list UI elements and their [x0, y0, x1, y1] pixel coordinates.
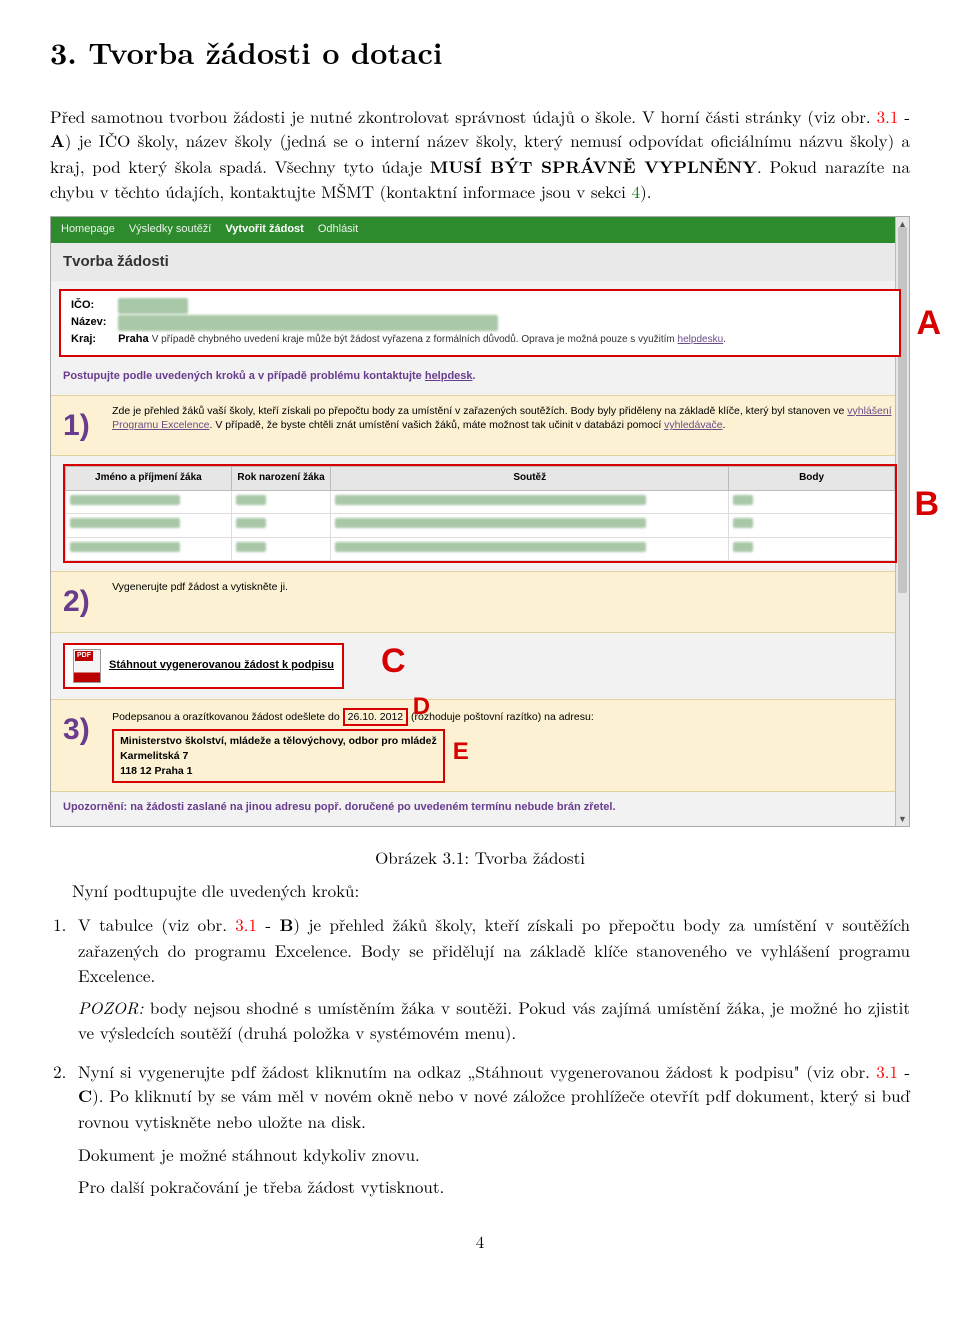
fig-ref: 3.1 [235, 912, 257, 936]
pozor-label: POZOR: [78, 995, 144, 1019]
table-row: xxxxxxxxxx [66, 514, 895, 538]
step-2-block: 2 Vygenerujte pdf žádost a vytiskněte ji… [51, 571, 909, 633]
download-box[interactable]: Stáhnout vygenerovanou žádost k podpisu [63, 643, 344, 689]
page-title: Tvorba žádosti [51, 243, 909, 281]
fig-ref: 3.1 [877, 104, 899, 128]
lead-line: Nyní podtupujte dle uvedených kroků: [50, 878, 910, 903]
step-3-number: 3 [63, 708, 109, 752]
marker-c: C [381, 637, 406, 686]
marker-ref: B [279, 913, 293, 937]
region-row: Kraj: Praha V případě chybného uvedení k… [71, 332, 889, 348]
text: Podepsanou a orazítkovanou žádost odešle… [112, 711, 343, 723]
marker-e: E [453, 735, 469, 769]
text: V tabulce (viz obr. [78, 912, 235, 936]
pozor-paragraph: POZOR: body nejsou shodné s umístěním žá… [78, 995, 910, 1044]
text: (rozhoduje poštovní razítko) na adresu: [411, 711, 594, 723]
scroll-thumb[interactable] [898, 227, 907, 592]
text: ). Po kliknutí by se vám měl v novém okn… [78, 1083, 910, 1133]
region-note: V případě chybného uvedení kraje může bý… [152, 334, 726, 345]
col-contest: Soutěž [331, 467, 729, 491]
helpdesk-link[interactable]: helpdesk [425, 370, 473, 382]
list-item: Nyní si vygenerujte pdf žádost kliknutím… [72, 1059, 910, 1199]
text: Nyní si vygenerujte pdf žádost kliknutím… [78, 1059, 876, 1083]
download-link[interactable]: Stáhnout vygenerovanou žádost k podpisu [109, 658, 334, 674]
must-text: MUSÍ BÝT SPRÁVNĚ VYPLNĚNY [430, 155, 757, 179]
help-line: Postupujte podle uvedených kroků a v pří… [51, 365, 909, 393]
ico-row: IČO: xxxxx [71, 298, 889, 314]
ico-value: xxxxx [118, 298, 188, 314]
page-number: 4 [50, 1229, 910, 1254]
students-table: B Jméno a příjmení žáka Rok narození žák… [63, 464, 897, 563]
search-link[interactable]: vyhledávače [664, 419, 722, 431]
col-points: Body [729, 467, 895, 491]
nav-logout[interactable]: Odhlásit [318, 222, 358, 238]
text: body nejsou shodné s umístěním žáka v so… [78, 995, 910, 1044]
addr-line-2: Karmelitská 7 [120, 749, 437, 764]
section-ref: 4 [632, 179, 641, 203]
col-year: Rok narození žáka [231, 467, 330, 491]
step-1-block: 1 Zde je přehled žáků vaší školy, kteří … [51, 395, 909, 457]
scroll-down-icon[interactable]: ▼ [896, 812, 909, 826]
marker-b: B [914, 480, 939, 529]
deadline-date: 26.10. 2012 D [343, 708, 408, 727]
name-value: xxxxxxxxxxxxxxxxxxxxxxx [118, 315, 498, 331]
text: Zde je přehled žáků vaší školy, kteří zí… [112, 405, 847, 417]
steps-list: V tabulce (viz obr. 3.1 - B) je přehled … [72, 912, 910, 1198]
marker-d: D [413, 690, 430, 724]
text: ). [640, 179, 651, 203]
helpdesk-link[interactable]: helpdesku [678, 334, 724, 345]
pdf-icon [73, 649, 101, 683]
name-label: Název: [71, 315, 115, 331]
text: V případě chybného uvedení kraje může bý… [152, 334, 678, 345]
paragraph: Pro další pokračování je třeba žádost vy… [78, 1174, 910, 1199]
screenshot-figure: ▲ ▼ Homepage Výsledky soutěží Vytvořit ž… [50, 216, 910, 827]
figure-caption: Obrázek 3.1: Tvorba žádosti [50, 845, 910, 870]
warning-line: Upozornění: na žádosti zaslané na jinou … [51, 794, 909, 826]
paragraph: Dokument je možné stáhnout kdykoliv znov… [78, 1142, 910, 1167]
table-header-row: Jméno a příjmení žáka Rok narození žáka … [66, 467, 895, 491]
table-row: xxxxxxxxxx [66, 490, 895, 514]
region-value: Praha [118, 333, 149, 345]
text: Před samotnou tvorbou žádosti je nutné z… [50, 104, 877, 128]
col-name: Jméno a příjmení žáka [66, 467, 232, 491]
text: . V případě, že byste chtěli znát umístě… [210, 419, 665, 431]
text: - [898, 1059, 910, 1083]
nav-results[interactable]: Výsledky soutěží [129, 222, 212, 238]
addr-line-1: Ministerstvo školství, mládeže a tělovýc… [120, 734, 437, 749]
text: . [723, 419, 726, 431]
marker-ref: A [50, 129, 65, 153]
step-2-number: 2 [63, 580, 109, 624]
fig-ref: 3.1 [876, 1059, 898, 1083]
text: - [898, 104, 910, 128]
text: Postupujte podle uvedených kroků a v pří… [63, 370, 425, 382]
step-1-number: 1 [63, 404, 109, 448]
name-row: Název: xxxxxxxxxxxxxxxxxxxxxxx [71, 315, 889, 331]
step-2-text: Vygenerujte pdf žádost a vytiskněte ji. [112, 580, 894, 595]
address-box: E Ministerstvo školství, mládeže a tělov… [112, 729, 445, 783]
addr-line-3: 118 12 Praha 1 [120, 764, 437, 779]
region-label: Kraj: [71, 332, 115, 348]
step-3-text: Podepsanou a orazítkovanou žádost odešle… [112, 708, 894, 784]
intro-paragraph: Před samotnou tvorbou žádosti je nutné z… [50, 104, 910, 205]
ico-label: IČO: [71, 298, 115, 314]
top-nav: Homepage Výsledky soutěží Vytvořit žádos… [51, 217, 909, 243]
nav-home[interactable]: Homepage [61, 222, 115, 238]
school-info-box: A IČO: xxxxx Název: xxxxxxxxxxxxxxxxxxxx… [59, 289, 901, 357]
nav-create[interactable]: Vytvořit žádost [225, 222, 303, 238]
marker-ref: C [78, 1084, 92, 1108]
step-1-text: Zde je přehled žáků vaší školy, kteří zí… [112, 404, 894, 433]
step-3-block: 3 Podepsanou a orazítkovanou žádost odeš… [51, 699, 909, 793]
text: 26.10. 2012 [348, 711, 403, 723]
section-title: 3. Tvorba žádosti o dotaci [50, 30, 910, 74]
text: - [257, 912, 279, 936]
marker-a: A [916, 299, 941, 348]
list-item: V tabulce (viz obr. 3.1 - B) je přehled … [72, 912, 910, 1044]
table-row: xxxxxxxxxx [66, 537, 895, 561]
